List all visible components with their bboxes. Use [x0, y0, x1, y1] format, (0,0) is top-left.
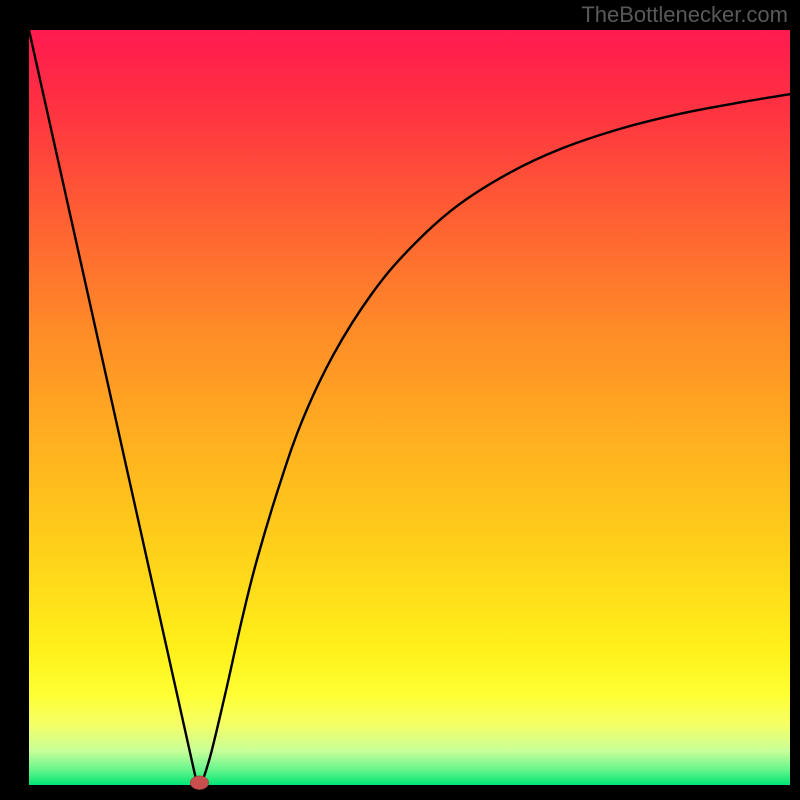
attribution-label: TheBottlenecker.com [581, 2, 788, 28]
plot-background [29, 30, 790, 785]
bottleneck-chart [0, 0, 800, 800]
chart-container: TheBottlenecker.com [0, 0, 800, 800]
optimal-point-marker [190, 776, 208, 790]
